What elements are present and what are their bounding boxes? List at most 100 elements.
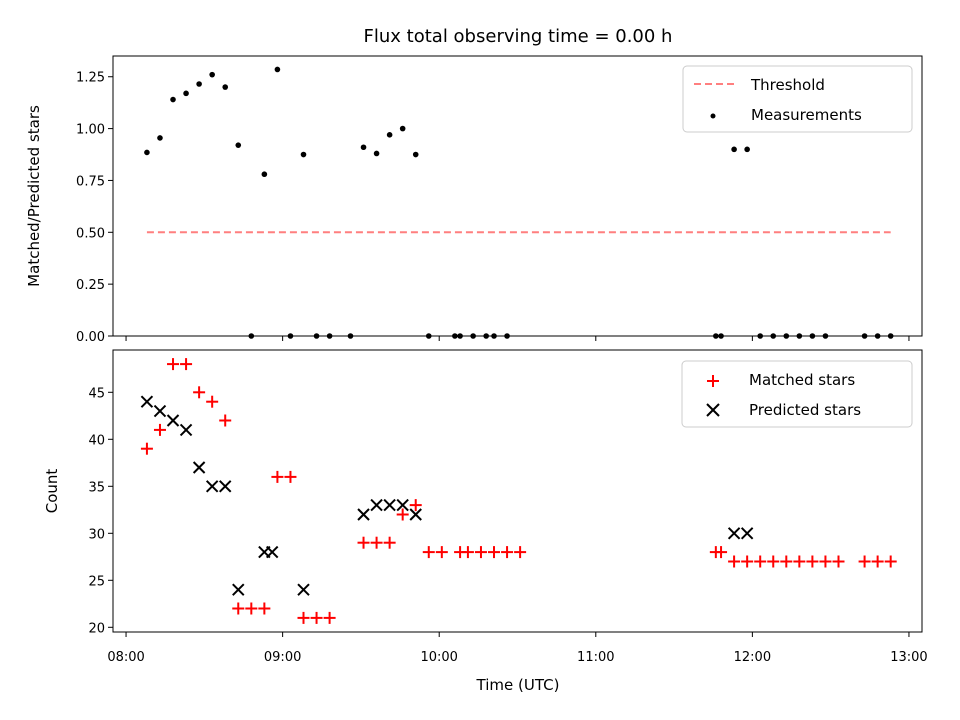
legend-measurements-swatch: [710, 113, 716, 119]
matched-star-point: [461, 546, 474, 559]
measurement-point: [300, 151, 307, 158]
matched-star-point: [754, 555, 767, 568]
predicted-star-point: [297, 583, 310, 596]
matched-star-point: [310, 611, 323, 624]
y-tick-label: 0.50: [76, 226, 105, 241]
matched-star-point: [832, 555, 845, 568]
y-tick-label: 45: [88, 386, 105, 401]
matched-star-point: [884, 555, 897, 568]
y-tick-label: 40: [88, 433, 105, 448]
matched-star-point: [474, 546, 487, 559]
matched-star-point: [422, 546, 435, 559]
legend-matched-label: Matched stars: [749, 371, 855, 389]
predicted-star-point: [232, 583, 245, 596]
top-panel: 0.00 0.25 0.50 0.75 1.00 1.25 Matched/Predict…: [25, 55, 923, 345]
predicted-star-point: [396, 498, 409, 512]
matched-star-point: [858, 555, 871, 568]
y-tick-label: 1.25: [76, 71, 105, 86]
predicted-star-point: [179, 423, 193, 437]
x-tick-label: 09:00: [264, 650, 301, 665]
matched-star-point: [271, 470, 284, 483]
matched-star-point: [258, 602, 271, 615]
matched-star-point: [206, 395, 219, 408]
predicted-star-point: [727, 527, 741, 540]
measurement-point: [360, 144, 367, 151]
measurement-point: [744, 146, 750, 153]
measurement-point: [222, 84, 229, 90]
measurement-point: [373, 150, 380, 157]
matched-star-point: [767, 555, 780, 568]
y-tick-label: 20: [88, 621, 105, 636]
measurement-point: [144, 149, 150, 156]
bottom-x-ticks: 08:00 09:00 10:00 11:00 12:00 13:00: [107, 632, 928, 665]
legend-predicted-swatch: [706, 403, 720, 417]
matched-star-point: [370, 536, 383, 549]
bottom-legend-box: [681, 360, 913, 428]
matched-star-point: [193, 386, 206, 399]
bottom-y-axis-label: Count: [43, 469, 61, 514]
matched-star-point: [297, 611, 310, 624]
matched-star-point: [357, 536, 370, 549]
legend-predicted-label: Predicted stars: [749, 401, 861, 419]
matched-star-point: [488, 546, 501, 559]
predicted-star-point: [409, 508, 422, 521]
matched-star-point: [435, 546, 448, 559]
matched-star-point: [219, 414, 232, 427]
matched-star-point: [793, 555, 806, 568]
x-tick-label: 10:00: [420, 650, 457, 665]
y-tick-label: 30: [88, 527, 105, 542]
matched-star-point: [153, 423, 166, 436]
predicted-star-point: [383, 498, 396, 512]
top-axes-frame: [112, 55, 923, 337]
bottom-axes-frame: [112, 349, 923, 633]
matched-star-point: [167, 358, 180, 371]
top-legend-box: [682, 65, 913, 133]
predicted-star-point: [219, 480, 232, 493]
measurement-point: [386, 132, 393, 138]
bottom-plot-marks: [140, 358, 897, 624]
predicted-star-point: [370, 498, 383, 512]
y-tick-label: 25: [88, 574, 105, 589]
measurement-point: [412, 151, 419, 158]
legend-threshold-label: Threshold: [750, 76, 825, 94]
x-tick-label: 13:00: [890, 650, 927, 665]
top-plot-marks: [144, 66, 894, 339]
matched-star-point: [514, 546, 527, 559]
matched-star-point: [819, 555, 832, 568]
matched-star-point: [284, 470, 297, 483]
predicted-star-point: [153, 404, 167, 418]
predicted-star-point: [192, 461, 206, 474]
legend-matched-swatch: [707, 375, 719, 387]
matched-star-point: [140, 442, 153, 455]
measurement-point: [261, 171, 268, 178]
top-y-ticks: 0.00 0.25 0.50 0.75 1.00 1.25: [76, 71, 113, 345]
predicted-star-point: [357, 508, 370, 521]
predicted-star-point: [205, 480, 219, 493]
bottom-legend: Matched stars Predicted stars: [681, 360, 913, 428]
top-x-ticks: [125, 336, 910, 341]
measurement-point: [731, 146, 737, 153]
matched-star-point: [806, 555, 819, 568]
top-y-axis-label: Matched/Predicted stars: [25, 105, 43, 287]
measurement-point: [235, 142, 242, 148]
y-tick-label: 0.00: [76, 330, 105, 345]
matched-star-point: [396, 508, 409, 521]
matched-star-point: [871, 555, 884, 568]
chart-title: Flux total observing time = 0.00 h: [364, 26, 673, 47]
matched-star-point: [245, 602, 258, 615]
measurement-point: [274, 66, 281, 73]
measurement-point: [183, 90, 189, 97]
matched-star-point: [728, 555, 741, 568]
y-tick-label: 1.00: [76, 123, 105, 138]
matched-star-point: [501, 546, 514, 559]
matched-star-point: [741, 555, 754, 568]
measurement-point: [399, 125, 406, 132]
predicted-star-point: [265, 545, 279, 559]
y-tick-label: 0.25: [76, 278, 105, 293]
matched-star-point: [715, 546, 728, 559]
x-tick-label: 11:00: [577, 650, 614, 665]
matched-star-point: [780, 555, 793, 568]
bottom-panel: 20 25 30 35 40 45 08:00 09:00 10:00 11:00 12:00 13…: [43, 349, 928, 694]
matched-star-point: [232, 602, 245, 615]
